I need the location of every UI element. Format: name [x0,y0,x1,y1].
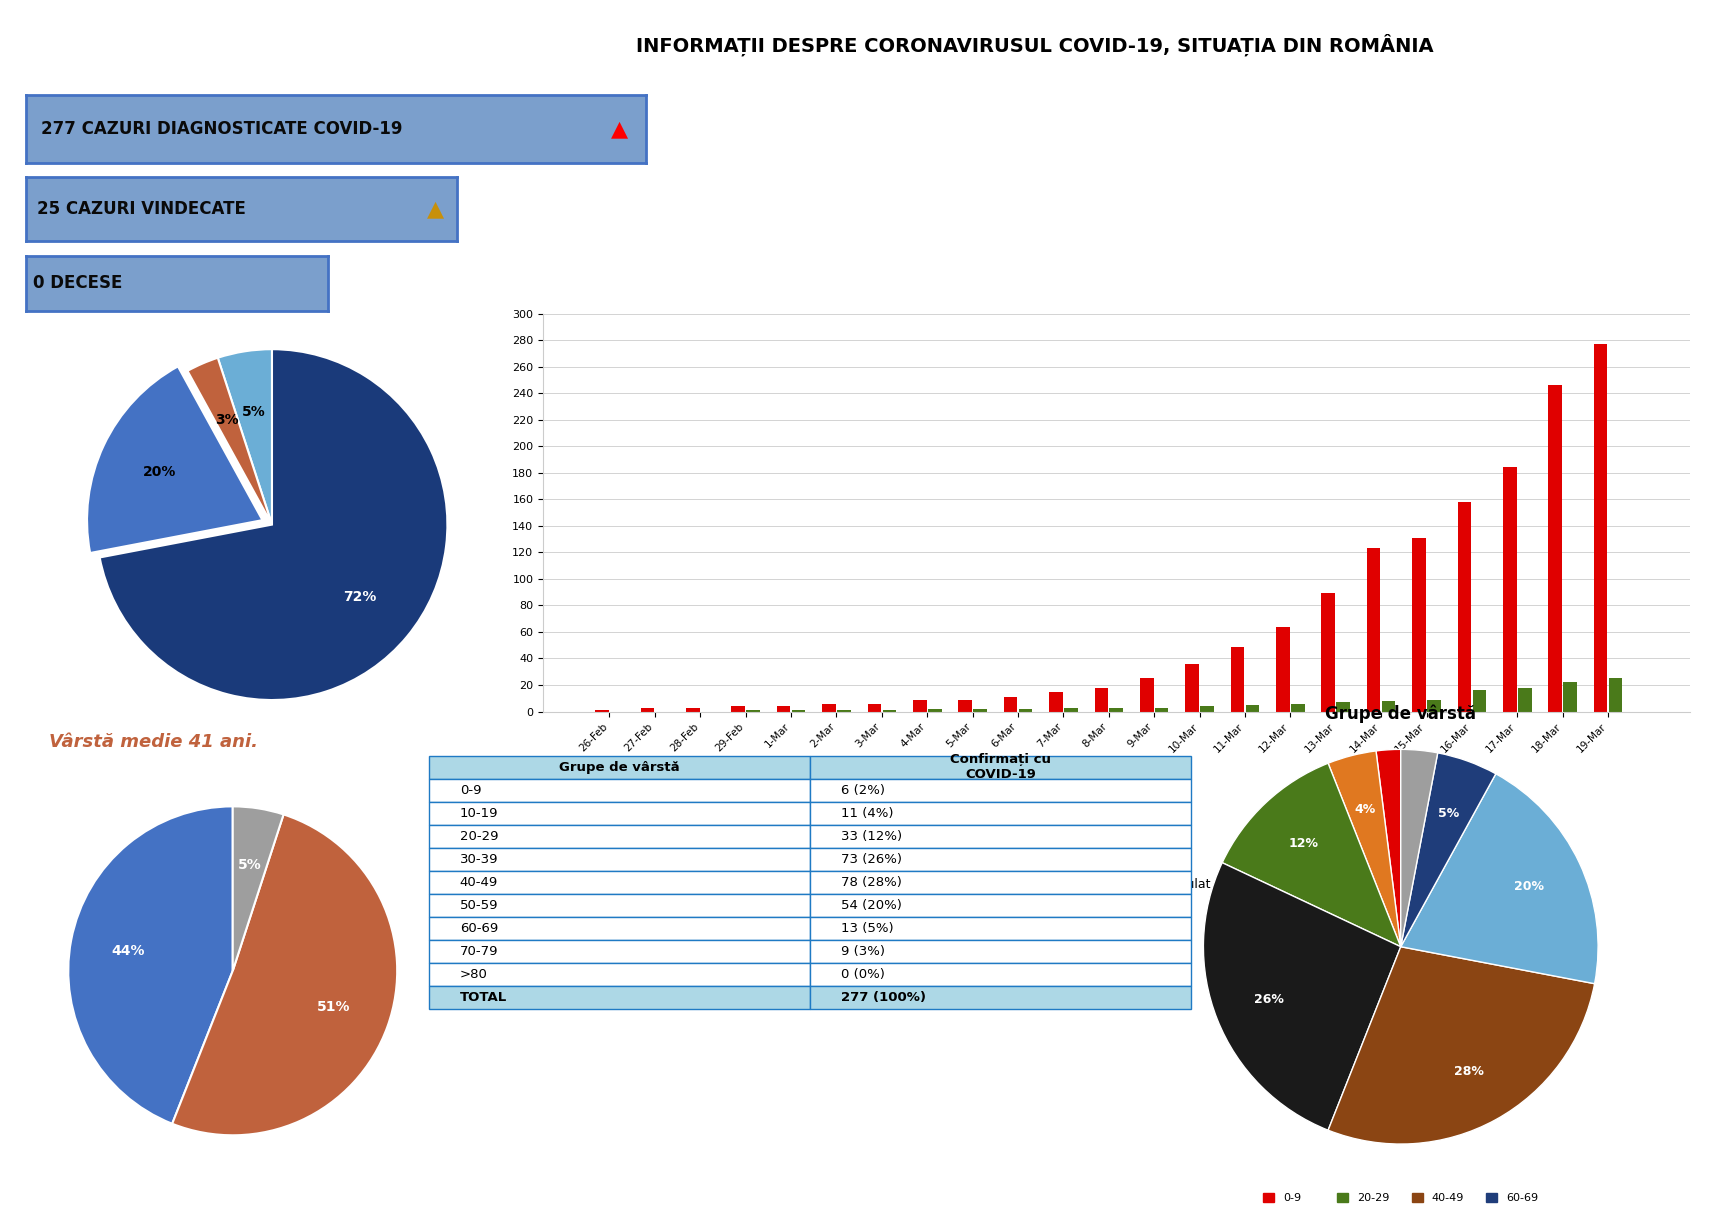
Wedge shape [1401,774,1597,984]
Bar [1502,468,1516,712]
Wedge shape [1222,763,1401,947]
Bar [686,708,700,712]
Text: INFORMAȚII DESPRE CORONAVIRUSUL COVID-19, SITUAȚIA DIN ROMÂNIA: INFORMAȚII DESPRE CORONAVIRUSUL COVID-19… [636,34,1432,57]
Legend: 0-9, 10-19, 20-29, 30-39, 40-49, 50-59, 60-69, 70-79: 0-9, 10-19, 20-29, 30-39, 40-49, 50-59, … [1258,1189,1542,1206]
Wedge shape [86,367,262,554]
Text: 277 CAZURI DIAGNOSTICATE COVID-19: 277 CAZURI DIAGNOSTICATE COVID-19 [41,121,403,137]
Bar [1275,627,1289,712]
Bar [882,710,896,712]
Bar [1411,538,1425,712]
Text: 4%: 4% [1354,802,1375,815]
Bar [1018,709,1032,712]
Text: Vârstă medie 41 ani.: Vârstă medie 41 ani. [50,733,258,750]
Bar [746,710,760,712]
Bar [822,703,836,712]
Bar [731,707,744,712]
Bar [1199,707,1213,712]
Wedge shape [1401,753,1496,947]
Bar [594,710,608,712]
Wedge shape [1327,947,1594,1144]
Text: 26%: 26% [1253,993,1284,1006]
Bar [1547,385,1561,712]
Bar [1291,703,1304,712]
Bar [1366,549,1380,712]
Text: 5%: 5% [243,405,265,418]
Text: 51%: 51% [317,1000,350,1014]
Wedge shape [100,350,448,699]
Wedge shape [1375,749,1401,947]
Legend: Diagnosticați, cumulat, Vindecați, cumulat, Decese, cumulat: Diagnosticați, cumulat, Vindecați, cumul… [851,873,1380,896]
Bar [777,707,789,712]
Bar [641,708,653,712]
Bar [1608,678,1621,712]
Title: Grupe de vârstă: Grupe de vârstă [1325,704,1475,722]
Text: 25 CAZURI VINDECATE: 25 CAZURI VINDECATE [36,200,245,218]
Text: 5%: 5% [238,859,262,872]
Text: 0 DECESE: 0 DECESE [33,275,122,292]
Text: 28%: 28% [1454,1065,1484,1078]
Bar [1382,701,1394,712]
Text: 5%: 5% [1437,807,1459,820]
Bar [1322,593,1334,712]
Wedge shape [217,350,272,525]
Bar [1185,663,1197,712]
Bar [1110,708,1122,712]
Bar [1458,502,1470,712]
Bar [1563,683,1577,712]
Bar [1518,687,1530,712]
Text: ▲: ▲ [427,199,445,219]
Text: 3%: 3% [215,412,238,427]
Bar [1592,344,1606,712]
Text: 20%: 20% [143,464,176,479]
Text: ▲: ▲ [610,119,627,139]
Wedge shape [188,358,272,525]
Wedge shape [1203,862,1401,1130]
Text: 44%: 44% [110,944,145,958]
Bar [958,699,972,712]
Bar [1154,708,1168,712]
Bar [1230,646,1244,712]
Wedge shape [233,807,283,971]
Bar [973,709,986,712]
Wedge shape [1327,751,1401,947]
Bar [867,703,880,712]
Bar [1335,702,1349,712]
Bar [1049,692,1061,712]
Bar [927,709,941,712]
Bar [913,699,925,712]
Text: 72%: 72% [343,590,376,604]
Bar [1003,697,1017,712]
Wedge shape [172,814,396,1135]
Bar [1427,699,1440,712]
Bar [837,710,849,712]
Bar [1094,687,1108,712]
Bar [1246,704,1258,712]
Bar [1139,678,1153,712]
Bar [1471,690,1485,712]
Bar [791,710,805,712]
Bar [1063,708,1077,712]
Text: 12%: 12% [1287,837,1318,850]
Wedge shape [1401,749,1437,947]
Text: 20%: 20% [1513,879,1544,892]
Wedge shape [69,807,233,1124]
